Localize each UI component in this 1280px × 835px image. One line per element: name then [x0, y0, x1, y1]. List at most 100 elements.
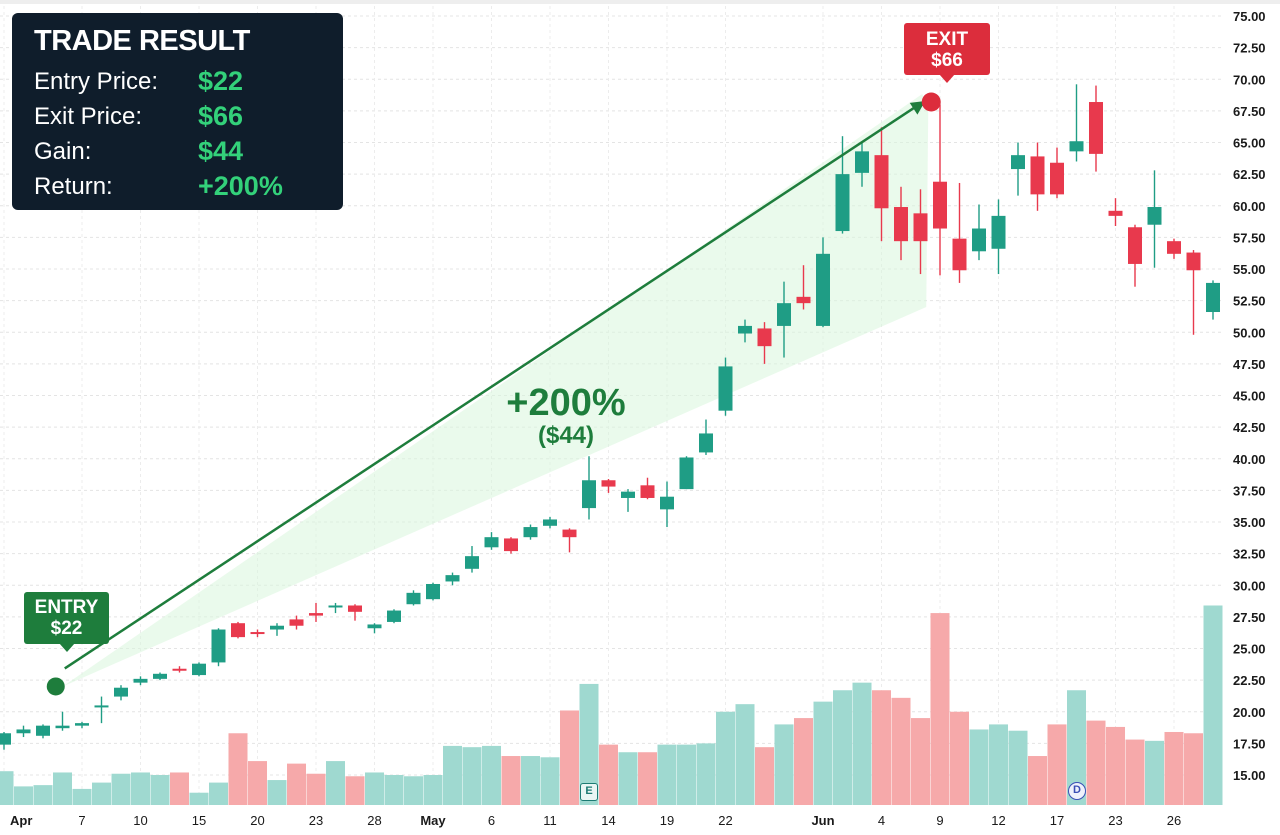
exit-point-dot	[921, 92, 941, 112]
candle-body	[172, 668, 187, 671]
y-tick-label: 57.50	[1233, 230, 1266, 245]
exit-price-value: $66	[198, 101, 244, 131]
volume-bar	[969, 729, 989, 805]
y-tick-label: 17.50	[1233, 736, 1266, 751]
volume-bar	[482, 745, 501, 805]
y-tick-label: 45.00	[1233, 389, 1266, 404]
volume-bar	[1008, 730, 1028, 805]
x-tick-label: Jun	[811, 813, 834, 828]
volume-bar	[365, 772, 384, 805]
y-tick-label: 20.00	[1233, 705, 1266, 720]
exit-marker: EXIT $66	[904, 23, 990, 83]
y-tick-label: 52.50	[1233, 294, 1266, 309]
volume-bar	[560, 710, 579, 805]
volume-bar	[540, 757, 560, 805]
volume-bar	[989, 724, 1008, 805]
volume-bar	[345, 776, 365, 805]
candle-body	[972, 228, 986, 252]
y-tick-label: 27.50	[1233, 610, 1266, 625]
candle-body	[543, 519, 557, 526]
candle-body	[816, 253, 830, 326]
y-tick-label: 32.50	[1233, 547, 1266, 562]
x-tick-label: 20	[250, 813, 264, 828]
volume-bar	[930, 613, 950, 805]
candle-body	[36, 725, 50, 736]
x-axis-labels: Apr 7 10 15 20 23 28 May 6 11 14 19 22 Jun 4 9 12 17 23 26	[10, 813, 1181, 828]
candle-body	[1011, 155, 1025, 170]
x-tick-label: 10	[133, 813, 147, 828]
candle-body	[621, 491, 635, 498]
volume-bar	[950, 711, 969, 805]
volume-bar	[72, 788, 92, 805]
gain-annotation: +200% ($44)	[484, 382, 648, 448]
candle-body	[445, 575, 460, 582]
x-tick-label: 28	[367, 813, 381, 828]
volume-bar	[1145, 740, 1164, 805]
x-tick-label: 6	[488, 813, 495, 828]
candle-body	[757, 328, 772, 347]
y-tick-label: 75.00	[1233, 9, 1266, 24]
volume-bar	[891, 697, 911, 805]
volume-bar	[287, 763, 306, 805]
y-tick-label: 70.00	[1233, 72, 1266, 87]
y-tick-label: 30.00	[1233, 578, 1266, 593]
candle-body	[231, 623, 245, 638]
volume-bar	[209, 782, 228, 805]
volume-bar	[1164, 731, 1184, 805]
candle-body	[289, 619, 304, 626]
candle-body	[192, 663, 206, 676]
y-tick-label: 35.00	[1233, 515, 1266, 530]
candle-body	[348, 605, 362, 612]
volume-bar	[501, 756, 521, 805]
candle-body	[699, 433, 713, 453]
candle-body	[718, 366, 733, 411]
candle-body	[1089, 102, 1103, 154]
y-tick-label: 65.00	[1233, 136, 1266, 151]
candle-body	[796, 296, 811, 304]
candle-body	[1147, 207, 1162, 225]
candle-body	[562, 529, 577, 538]
volume-bar	[1106, 726, 1125, 805]
volume-bars	[0, 605, 1223, 805]
candle-body	[855, 151, 869, 173]
candle-body	[777, 303, 791, 326]
x-tick-label: 26	[1167, 813, 1181, 828]
candle-body	[1186, 252, 1201, 271]
candle-body	[601, 480, 616, 487]
candle-body	[465, 556, 479, 569]
candle-body	[309, 613, 323, 616]
candle-body	[1050, 162, 1064, 195]
candle-body	[328, 605, 343, 608]
earnings-event-icon[interactable]: E	[580, 783, 598, 801]
volume-bar	[326, 761, 345, 805]
volume-bar	[248, 761, 267, 805]
gain-arrow	[64, 101, 926, 670]
trade-points	[46, 92, 941, 696]
volume-bar	[521, 756, 540, 805]
candle-body	[16, 729, 31, 734]
candle-body	[55, 725, 70, 729]
volume-bar	[1125, 739, 1145, 805]
volume-bar	[1203, 605, 1223, 805]
exit-marker-price: $66	[931, 50, 963, 71]
volume-bar	[599, 744, 618, 805]
entry-marker-label: ENTRY	[34, 597, 99, 618]
candle-body	[1030, 156, 1045, 195]
x-tick-label: 15	[192, 813, 206, 828]
y-tick-label: 72.50	[1233, 41, 1266, 56]
gain-value: $44	[198, 136, 244, 166]
dividend-event-icon[interactable]: D	[1068, 782, 1086, 800]
candle-body	[406, 592, 421, 605]
volume-bar	[657, 744, 677, 805]
entry-price-row: Entry Price: $22	[34, 64, 343, 99]
volume-bar	[423, 775, 443, 805]
volume-bar	[462, 747, 482, 805]
candle-body	[0, 733, 11, 745]
candle-body	[1206, 282, 1220, 313]
return-value: +200%	[198, 171, 283, 201]
candle-body	[991, 215, 1006, 249]
volume-bar	[677, 744, 696, 805]
candle-body	[523, 527, 538, 538]
y-tick-label: 62.50	[1233, 167, 1266, 182]
volume-bar	[1184, 733, 1203, 805]
